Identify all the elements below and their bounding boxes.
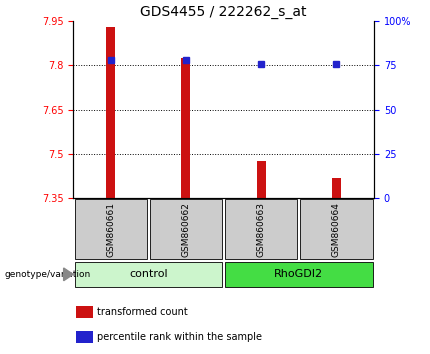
Bar [181,58,190,198]
Text: GSM860664: GSM860664 [332,202,341,257]
Text: GSM860661: GSM860661 [106,202,115,257]
Bar [300,200,372,259]
Text: GSM860662: GSM860662 [181,202,190,257]
Bar [75,262,222,287]
Text: RhoGDI2: RhoGDI2 [274,269,323,279]
Text: percentile rank within the sample: percentile rank within the sample [97,332,262,342]
Bar [75,200,147,259]
Bar [150,200,222,259]
Text: transformed count: transformed count [97,307,188,317]
Bar [332,178,341,198]
Bar [76,331,93,343]
Text: genotype/variation: genotype/variation [4,270,91,279]
Bar [106,27,115,198]
Bar [225,262,372,287]
Text: control: control [129,269,168,279]
Bar [225,200,298,259]
Bar [257,161,266,198]
Polygon shape [64,268,73,281]
Title: GDS4455 / 222262_s_at: GDS4455 / 222262_s_at [140,5,307,19]
Text: GSM860663: GSM860663 [257,202,266,257]
Bar [76,306,93,318]
